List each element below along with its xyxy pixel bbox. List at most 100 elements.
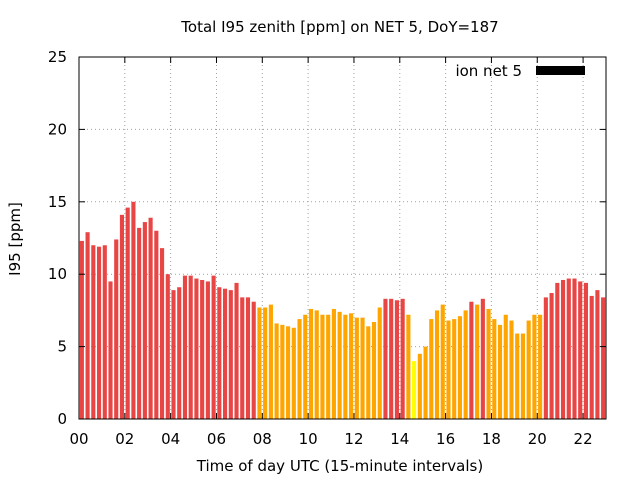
- bar: [383, 298, 388, 419]
- bar: [274, 323, 279, 419]
- bar: [469, 301, 474, 419]
- bar: [297, 319, 302, 419]
- bar: [154, 230, 159, 419]
- bar: [142, 222, 147, 419]
- bar: [354, 317, 359, 419]
- bar: [171, 290, 176, 419]
- bar: [326, 314, 331, 419]
- bar: [349, 313, 354, 419]
- bar: [463, 310, 468, 419]
- bar: [452, 319, 457, 419]
- bar: [240, 297, 245, 419]
- bar: [526, 320, 531, 419]
- bar: [486, 308, 491, 419]
- bar: [543, 297, 548, 419]
- bar: [148, 217, 153, 419]
- bar: [137, 227, 142, 419]
- x-tick-label: 10: [299, 430, 318, 448]
- bar: [268, 304, 273, 419]
- x-tick-label: 18: [482, 430, 501, 448]
- bar: [194, 278, 199, 419]
- grid-lines: [79, 57, 606, 419]
- bar: [549, 293, 554, 419]
- bar: [79, 240, 84, 419]
- legend-swatch: [536, 66, 585, 75]
- y-tick-label: 15: [48, 193, 67, 211]
- bar: [572, 278, 577, 419]
- bar: [446, 320, 451, 419]
- bar: [211, 275, 216, 419]
- bar: [583, 282, 589, 419]
- x-tick-label: 06: [207, 430, 226, 448]
- bar: [480, 298, 485, 419]
- x-tick-label: 00: [69, 430, 88, 448]
- bar: [377, 307, 382, 419]
- bar: [228, 290, 233, 419]
- bar: [286, 326, 291, 419]
- bar: [320, 314, 325, 419]
- bar: [91, 245, 96, 419]
- bar: [400, 298, 405, 419]
- bar: [217, 287, 222, 419]
- bar: [423, 346, 428, 419]
- bar: [114, 239, 119, 419]
- bar: [595, 290, 600, 419]
- bar: [417, 353, 422, 419]
- bar: [308, 308, 314, 419]
- bar: [303, 314, 308, 419]
- bar: [245, 297, 251, 419]
- bar: [102, 245, 107, 419]
- bar: [360, 317, 365, 419]
- bar: [125, 207, 130, 419]
- bar: [440, 304, 445, 419]
- y-tick-label: 0: [57, 410, 67, 428]
- bar: [394, 300, 399, 419]
- bar: [520, 333, 526, 419]
- bar: [159, 248, 165, 419]
- bar: [560, 279, 566, 419]
- bar: [509, 320, 514, 419]
- bar: [177, 287, 182, 419]
- bar: [251, 301, 256, 419]
- tick-labels: 0 5 10 15 20 25 00 02 04 06 08 10 12 14 16 18 20 22: [48, 48, 606, 448]
- bar: [532, 314, 537, 419]
- bar: [343, 314, 348, 419]
- bar: [331, 308, 336, 419]
- bar: [492, 319, 497, 419]
- bar: [85, 232, 90, 419]
- bar: [429, 319, 434, 419]
- y-tick-label: 25: [48, 48, 67, 66]
- bar: [406, 314, 411, 419]
- y-tick-label: 20: [48, 120, 67, 138]
- x-tick-label: 08: [253, 430, 272, 448]
- bar: [366, 326, 371, 419]
- bar: [96, 246, 102, 419]
- legend: ion net 5: [455, 62, 585, 80]
- bar: [182, 275, 188, 419]
- bar: [131, 201, 136, 419]
- bar: [371, 321, 377, 419]
- bar: [280, 324, 285, 419]
- bar: [165, 274, 170, 419]
- x-tick-label: 14: [390, 430, 409, 448]
- bar: [337, 311, 342, 419]
- bar: [263, 307, 268, 419]
- bar: [234, 282, 239, 419]
- bar: [555, 282, 560, 419]
- bar: [223, 288, 228, 419]
- legend-label: ion net 5: [455, 62, 522, 80]
- bar: [503, 314, 508, 419]
- bar: [538, 314, 543, 419]
- bar: [578, 281, 583, 419]
- x-tick-label: 22: [574, 430, 593, 448]
- y-tick-label: 5: [57, 338, 67, 356]
- y-axis-label: I95 [ppm]: [6, 202, 24, 276]
- bar: [434, 310, 440, 419]
- chart-title: Total I95 zenith [ppm] on NET 5, DoY=187: [180, 18, 498, 36]
- bar: [291, 327, 296, 419]
- bar: [475, 304, 480, 419]
- x-tick-label: 20: [528, 430, 547, 448]
- bar: [601, 297, 606, 419]
- x-tick-label: 02: [115, 430, 134, 448]
